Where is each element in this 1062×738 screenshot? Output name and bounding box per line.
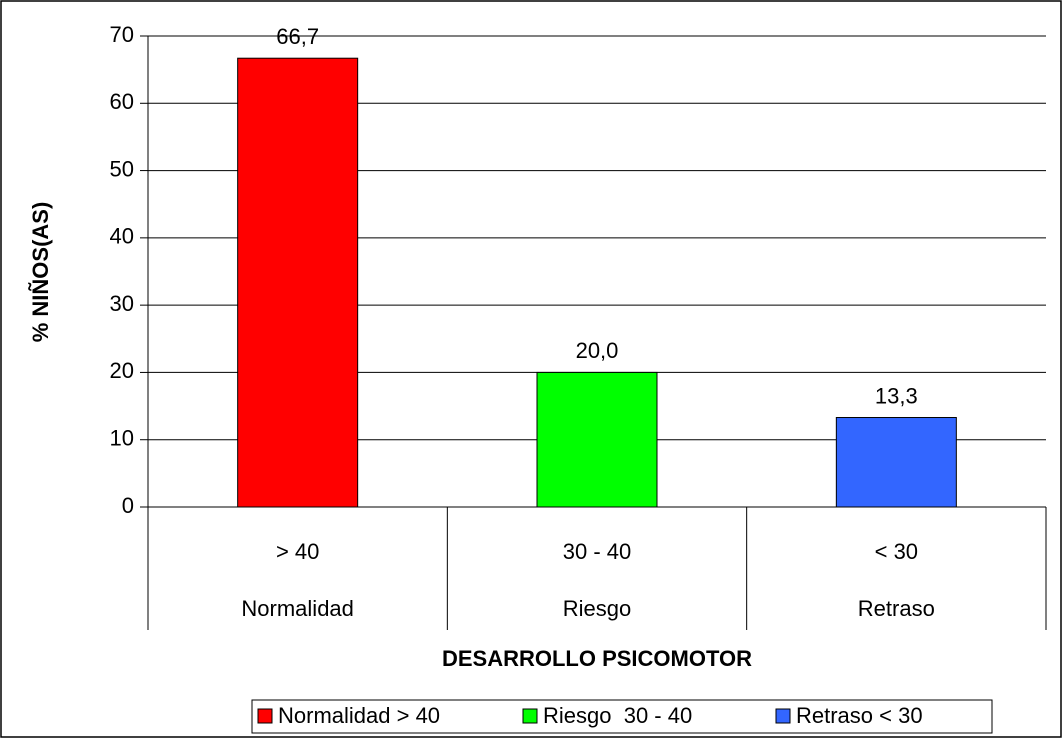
x-axis-title: DESARROLLO PSICOMOTOR [442, 646, 752, 671]
x-tick-label: > 40 [276, 539, 319, 564]
legend-label: Retraso < 30 [796, 703, 923, 728]
y-tick-label: 10 [110, 426, 134, 451]
y-tick-label: 30 [110, 291, 134, 316]
data-label: 66,7 [276, 24, 319, 49]
y-tick-label: 20 [110, 358, 134, 383]
legend-label: Riesgo 30 - 40 [543, 703, 692, 728]
y-tick-label: 40 [110, 224, 134, 249]
data-label: 20,0 [576, 338, 619, 363]
legend-box [251, 699, 993, 734]
data-label: 13,3 [875, 383, 918, 408]
x-group-label: Normalidad [241, 596, 354, 621]
x-tick-label: < 30 [875, 539, 918, 564]
bar [835, 417, 957, 508]
legend-label: Normalidad > 40 [278, 703, 440, 728]
bar [536, 371, 658, 508]
y-axis-title: % NIÑOS(AS) [28, 202, 53, 343]
bar [237, 57, 359, 508]
legend-swatch [257, 708, 273, 724]
x-group-label: Riesgo [563, 596, 631, 621]
y-tick-label: 0 [122, 493, 134, 518]
y-tick-label: 50 [110, 156, 134, 181]
x-tick-label: 30 - 40 [563, 539, 632, 564]
y-tick-label: 70 [110, 22, 134, 47]
x-group-label: Retraso [858, 596, 935, 621]
legend-swatch [522, 708, 538, 724]
y-tick-label: 60 [110, 89, 134, 114]
legend-swatch [775, 708, 791, 724]
